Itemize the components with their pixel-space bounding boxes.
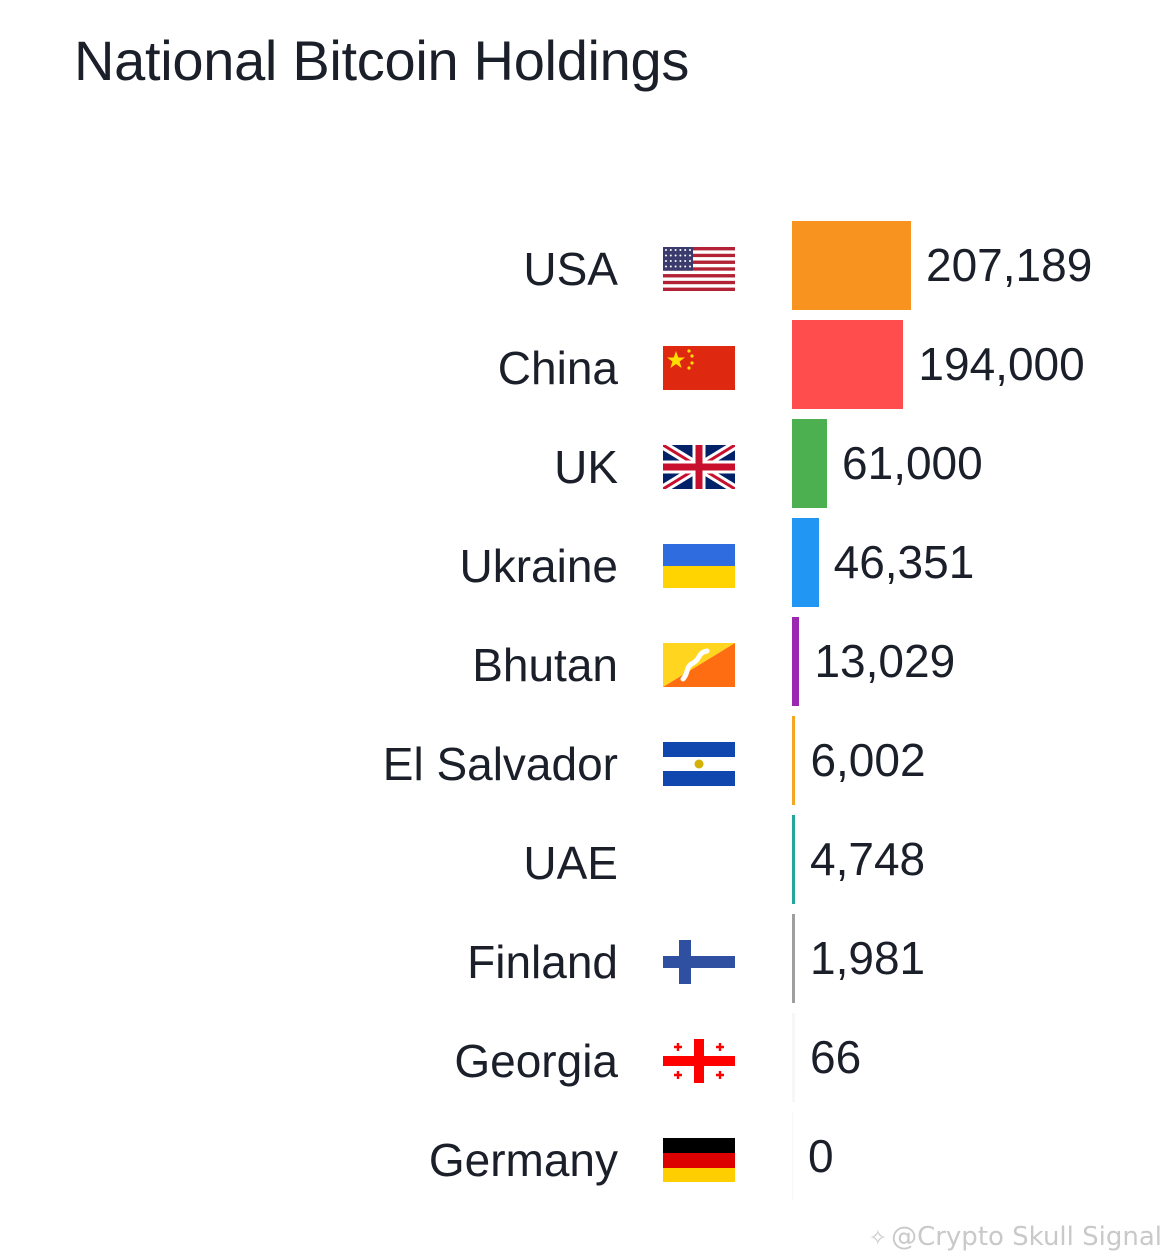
bar-finland	[792, 914, 795, 1003]
bar-row-usa: USA 207,189	[0, 219, 1170, 319]
bar-row-georgia: Georgia 66	[0, 1011, 1170, 1111]
country-label-bhutan: Bhutan	[472, 639, 618, 691]
bar-germany	[792, 1112, 793, 1201]
bar-china	[792, 320, 904, 409]
finland-flag-icon	[663, 940, 735, 984]
country-label-ukraine: Ukraine	[459, 540, 618, 592]
bar-row-finland: Finland 1,981	[0, 912, 1170, 1012]
country-label-georgia: Georgia	[454, 1035, 618, 1087]
value-label-georgia: 66	[810, 1031, 862, 1083]
bar-row-germany: Germany 0	[0, 1110, 1170, 1210]
country-label-usa: USA	[523, 243, 618, 295]
bar-georgia	[792, 1013, 795, 1102]
country-label-china: China	[497, 342, 618, 394]
country-label-uk: UK	[554, 441, 618, 493]
bar-bhutan	[792, 617, 800, 706]
value-label-ukraine: 46,351	[833, 536, 975, 588]
bar-row-uae: UAE 4,748	[0, 813, 1170, 913]
value-label-el-salvador: 6,002	[810, 734, 926, 786]
chart-title: National Bitcoin Holdings	[74, 29, 690, 92]
value-label-uk: 61,000	[842, 437, 983, 489]
country-label-germany: Germany	[428, 1134, 618, 1186]
bar-el-salvador	[792, 716, 796, 805]
bar-uk	[792, 419, 828, 508]
bar-row-el-salvador: El Salvador 6,002	[0, 714, 1170, 814]
bar-row-bhutan: Bhutan 13,029	[0, 615, 1170, 715]
country-label-uae: UAE	[523, 837, 618, 889]
germany-flag-icon	[663, 1138, 735, 1182]
bhutan-flag-icon	[663, 643, 735, 687]
bar-row-ukraine: Ukraine 46,351	[0, 516, 1170, 616]
china-flag-icon	[663, 346, 735, 390]
value-label-uae: 4,748	[810, 833, 926, 885]
country-label-finland: Finland	[467, 936, 618, 988]
us-flag-icon	[663, 247, 735, 291]
bar-usa	[792, 221, 911, 310]
country-label-el-salvador: El Salvador	[382, 738, 618, 790]
value-label-germany: 0	[808, 1130, 834, 1182]
watermark: ✧ @Crypto Skull Signal	[869, 1222, 1162, 1252]
value-label-finland: 1,981	[810, 932, 926, 984]
bar-row-china: China 194,000	[0, 318, 1170, 418]
ukraine-flag-icon	[663, 544, 735, 588]
watermark-text: @Crypto Skull Signal	[891, 1222, 1162, 1252]
uk-flag-icon	[663, 445, 735, 489]
value-label-usa: 207,189	[926, 239, 1093, 291]
value-label-bhutan: 13,029	[814, 635, 956, 687]
crypto-skull-icon: ✧	[868, 1226, 888, 1251]
value-label-china: 194,000	[918, 338, 1085, 390]
georgia-flag-icon	[663, 1039, 735, 1083]
bar-row-uk: UK 61,000	[0, 417, 1170, 517]
bar-uae	[792, 815, 795, 904]
bar-ukraine	[792, 518, 819, 607]
el-salvador-flag-icon	[663, 742, 735, 786]
